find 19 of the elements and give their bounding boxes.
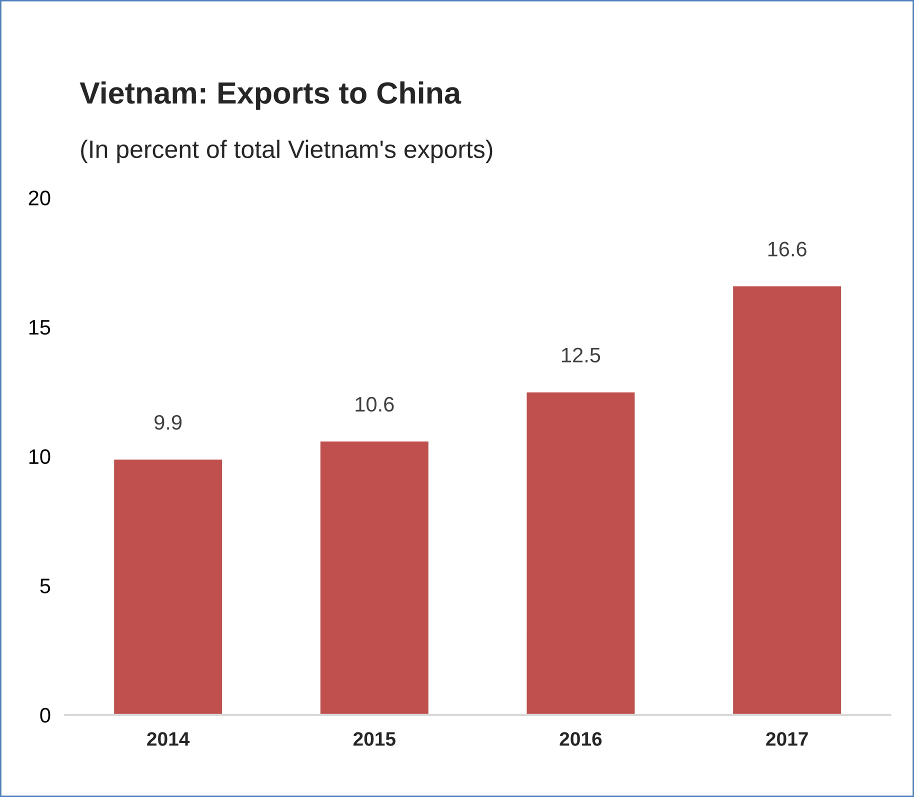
y-tick-label: 10 bbox=[29, 449, 50, 464]
data-label: 10.6 bbox=[356, 396, 394, 412]
y-tick-label: 20 bbox=[28, 190, 50, 206]
x-tick-label: 2015 bbox=[353, 732, 396, 746]
data-label: 12.5 bbox=[562, 348, 600, 363]
y-tick-label: 15 bbox=[29, 320, 50, 335]
data-label: 16.6 bbox=[768, 242, 806, 256]
chart-title: Vietnam: Exports to China bbox=[80, 81, 462, 110]
y-tick-label: 5 bbox=[40, 578, 50, 594]
x-tick-label: 2016 bbox=[560, 732, 602, 746]
bar bbox=[525, 390, 636, 715]
x-tick-label: 2014 bbox=[147, 732, 190, 746]
data-label: 9.9 bbox=[154, 415, 182, 430]
y-tick-label: 0 bbox=[40, 708, 50, 723]
bar bbox=[112, 458, 224, 715]
chart-subtitle: (In percent of total Vietnam's exports) bbox=[81, 140, 492, 164]
x-tick-label: 2017 bbox=[766, 732, 808, 746]
bar bbox=[732, 284, 842, 715]
bar bbox=[319, 440, 430, 715]
